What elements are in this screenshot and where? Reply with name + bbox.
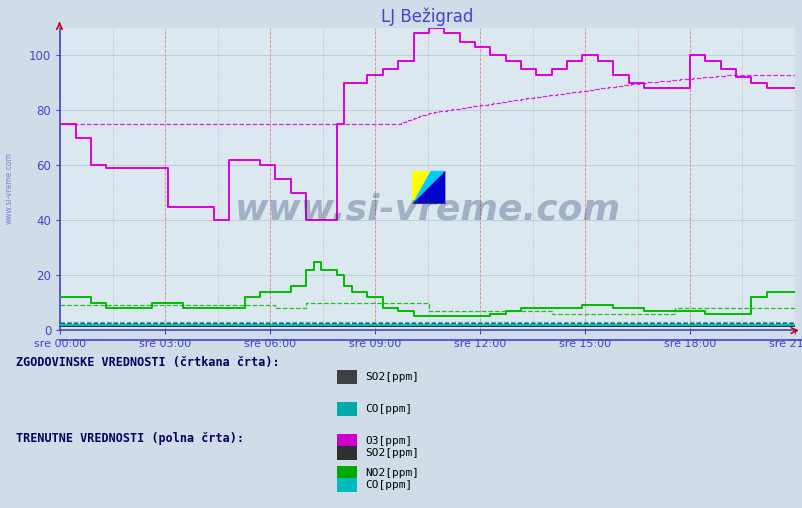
Polygon shape bbox=[411, 171, 430, 204]
Title: LJ Bežigrad: LJ Bežigrad bbox=[381, 8, 473, 26]
Text: CO[ppm]: CO[ppm] bbox=[365, 404, 412, 414]
Bar bbox=[337, 478, 357, 492]
Bar bbox=[337, 402, 357, 416]
Text: SO2[ppm]: SO2[ppm] bbox=[365, 448, 419, 458]
Text: www.si-vreme.com: www.si-vreme.com bbox=[234, 193, 620, 226]
Bar bbox=[337, 446, 357, 460]
Text: www.si-vreme.com: www.si-vreme.com bbox=[5, 152, 14, 224]
Text: O3[ppm]: O3[ppm] bbox=[365, 436, 412, 446]
Text: NO2[ppm]: NO2[ppm] bbox=[365, 467, 419, 478]
Text: CO[ppm]: CO[ppm] bbox=[365, 480, 412, 490]
Bar bbox=[337, 370, 357, 384]
Text: ZGODOVINSKE VREDNOSTI (črtkana črta):: ZGODOVINSKE VREDNOSTI (črtkana črta): bbox=[16, 356, 279, 369]
Bar bbox=[337, 466, 357, 480]
Text: TRENUTNE VREDNOSTI (polna črta):: TRENUTNE VREDNOSTI (polna črta): bbox=[16, 432, 244, 445]
Polygon shape bbox=[411, 171, 445, 204]
Text: SO2[ppm]: SO2[ppm] bbox=[365, 372, 419, 382]
Polygon shape bbox=[411, 171, 445, 204]
Bar bbox=[337, 434, 357, 448]
